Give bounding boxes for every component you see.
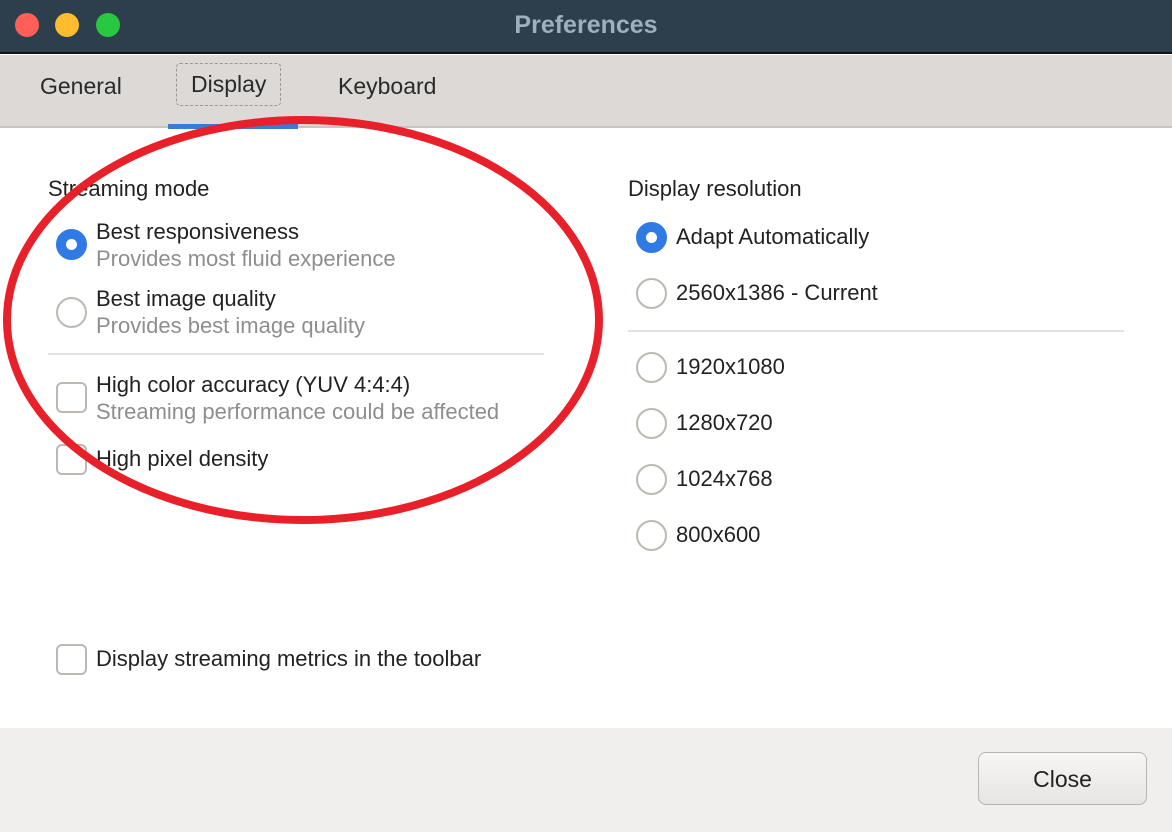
option-label: Best responsiveness — [96, 219, 299, 244]
close-window-button[interactable] — [15, 13, 39, 37]
close-button[interactable]: Close — [978, 752, 1147, 805]
radio-1024x768[interactable] — [636, 464, 667, 495]
radio-best-responsiveness[interactable] — [56, 229, 87, 260]
tab-keyboard[interactable]: Keyboard — [338, 73, 437, 99]
option-streaming-metrics[interactable]: Display streaming metrics in the toolbar — [96, 646, 482, 671]
streaming-mode-heading: Streaming mode — [48, 176, 210, 201]
tab-bar: General Display Keyboard — [0, 55, 1172, 129]
divider — [628, 330, 1124, 332]
active-tab-indicator — [168, 124, 298, 129]
option-1024x768[interactable]: 1024x768 — [676, 466, 773, 491]
radio-1920x1080[interactable] — [636, 352, 667, 383]
divider — [48, 353, 544, 355]
checkbox-high-pixel-density[interactable] — [56, 444, 87, 475]
option-best-image-quality[interactable]: Best image quality Provides best image q… — [96, 286, 365, 339]
tab-display[interactable]: Display — [176, 63, 282, 106]
option-description: Provides most fluid experience — [96, 246, 396, 271]
option-1920x1080[interactable]: 1920x1080 — [676, 354, 785, 379]
window-title: Preferences — [514, 11, 658, 39]
option-description: Streaming performance could be affected — [96, 399, 500, 424]
option-1280x720[interactable]: 1280x720 — [676, 410, 773, 435]
option-high-pixel-density[interactable]: High pixel density — [96, 446, 269, 471]
zoom-window-button[interactable] — [96, 13, 120, 37]
tab-general[interactable]: General — [40, 73, 122, 99]
option-high-color-accuracy[interactable]: High color accuracy (YUV 4:4:4) Streamin… — [96, 372, 499, 425]
option-description: Provides best image quality — [96, 313, 366, 338]
radio-1280x720[interactable] — [636, 408, 667, 439]
minimize-window-button[interactable] — [55, 13, 79, 37]
checkbox-streaming-metrics[interactable] — [56, 644, 87, 675]
radio-best-image-quality[interactable] — [56, 297, 87, 328]
display-resolution-heading: Display resolution — [628, 176, 802, 201]
option-label: High color accuracy (YUV 4:4:4) — [96, 372, 411, 397]
radio-2560x1386[interactable] — [636, 278, 667, 309]
option-2560x1386[interactable]: 2560x1386 - Current — [676, 280, 878, 305]
title-bar: Preferences — [0, 0, 1172, 54]
footer — [0, 728, 1172, 832]
option-800x600[interactable]: 800x600 — [676, 522, 761, 547]
radio-adapt-automatically[interactable] — [636, 222, 667, 253]
option-adapt-automatically[interactable]: Adapt Automatically — [676, 224, 870, 249]
checkbox-high-color-accuracy[interactable] — [56, 382, 87, 413]
radio-800x600[interactable] — [636, 520, 667, 551]
option-label: Best image quality — [96, 286, 276, 311]
option-best-responsiveness[interactable]: Best responsiveness Provides most fluid … — [96, 219, 396, 272]
